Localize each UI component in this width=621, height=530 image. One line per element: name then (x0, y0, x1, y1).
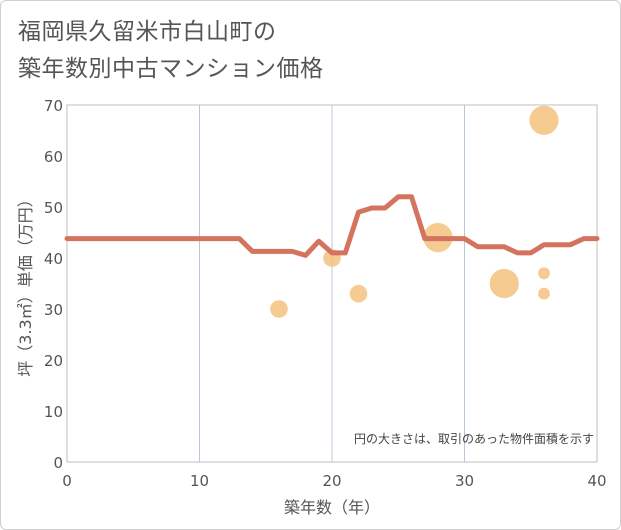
y-tick-label: 20 (44, 352, 63, 370)
y-tick-label: 0 (53, 454, 63, 472)
price-line (64, 194, 600, 258)
y-axis-title: 坪（3.3㎡）単価（万円） (16, 191, 35, 376)
data-point (270, 300, 288, 318)
chart-title-line-2: 築年数別中古マンション価格 (18, 56, 324, 82)
x-tick-label: 10 (190, 472, 209, 490)
data-point (489, 268, 519, 299)
data-point (538, 287, 550, 300)
y-tick-label: 10 (44, 403, 63, 421)
y-tick-label: 60 (44, 148, 63, 166)
x-tick-label: 30 (455, 472, 474, 490)
x-tick-labels: 0 10 20 30 40 (62, 472, 606, 490)
data-point (538, 267, 550, 280)
data-point (529, 105, 559, 135)
chart-title: 福岡県久留米市白山町の 築年数別中古マンション価格 (18, 14, 324, 88)
y-tick-labels: 0 10 20 30 40 50 60 70 (44, 97, 63, 472)
y-tick-label: 70 (44, 97, 63, 115)
y-tick-label: 50 (44, 199, 63, 217)
x-tick-label: 20 (322, 472, 341, 490)
size-note: 円の大きさは、取引のあった物件面積を示す (354, 431, 594, 446)
grid-lines (199, 105, 465, 462)
x-tick-label: 0 (62, 472, 72, 490)
y-tick-label: 40 (44, 250, 63, 268)
chart-title-line-1: 福岡県久留米市白山町の (18, 19, 277, 45)
data-point (349, 284, 368, 303)
x-tick-label: 40 (587, 472, 606, 490)
x-axis-title: 築年数（年） (284, 498, 380, 517)
y-tick-label: 30 (44, 301, 63, 319)
